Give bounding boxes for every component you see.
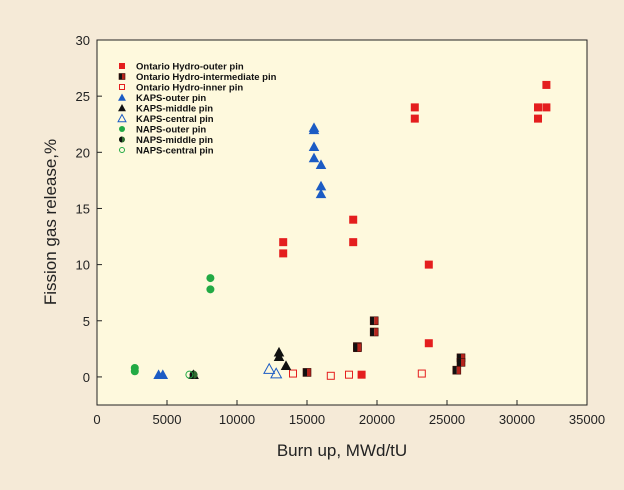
data-point <box>369 316 379 326</box>
legend-label: Ontario Hydro-outer pin <box>136 62 244 73</box>
data-point <box>326 371 335 380</box>
x-axis-title: Burn up, MWd/tU <box>277 441 407 460</box>
data-point <box>315 180 327 191</box>
y-axis-title: Fission gas release,% <box>41 139 60 305</box>
data-point <box>456 358 466 367</box>
x-tick-label: 10000 <box>219 412 255 427</box>
data-point <box>349 215 358 224</box>
data-point <box>302 368 312 377</box>
data-point <box>273 351 285 362</box>
data-point <box>345 370 353 379</box>
x-tick-label: 5000 <box>153 412 182 427</box>
y-tick-label: 30 <box>76 33 90 48</box>
x-tick-label: 20000 <box>359 412 395 427</box>
legend-marker <box>119 126 125 132</box>
data-point <box>424 260 433 269</box>
x-tick-label: 35000 <box>569 412 605 427</box>
axis-ticks <box>96 39 588 405</box>
data-point <box>263 362 276 374</box>
legend-marker <box>117 113 127 123</box>
data-point <box>315 188 327 199</box>
data-point <box>157 369 169 379</box>
legend-marker <box>118 93 126 101</box>
data-point <box>424 339 433 348</box>
y-tick-label: 25 <box>76 89 90 104</box>
data-point <box>452 365 462 375</box>
y-tick-label: 0 <box>83 370 90 385</box>
legend-label: KAPS-central pin <box>136 114 214 125</box>
legend-label: NAPS-middle pin <box>136 135 213 146</box>
data-point <box>315 159 327 169</box>
x-tick-label: 0 <box>93 412 100 427</box>
data-point <box>185 370 194 379</box>
x-tick-label: 25000 <box>429 412 465 427</box>
data-point <box>410 114 419 123</box>
data-point <box>270 367 283 379</box>
data-point <box>357 370 366 379</box>
y-tick-label: 20 <box>76 145 90 160</box>
x-tick-labels: 0 5000 10000 15000 20000 25000 30000 35000 <box>93 412 605 427</box>
y-tick-label: 5 <box>83 314 90 329</box>
y-tick-label: 15 <box>76 201 90 216</box>
legend-label: NAPS-central pin <box>136 146 214 157</box>
legend-label: KAPS-middle pin <box>136 104 213 115</box>
x-tick-label: 15000 <box>289 412 325 427</box>
legend-label: Ontario Hydro-intermediate pin <box>136 72 277 83</box>
data-point <box>308 141 320 152</box>
data-point <box>206 274 215 283</box>
data-point <box>534 114 542 123</box>
data-point <box>542 103 551 112</box>
data-point <box>410 103 419 112</box>
plot-area <box>96 39 588 406</box>
y-tick-labels: 0 5 10 15 20 25 30 <box>76 33 90 385</box>
data-point <box>417 369 426 378</box>
legend-marker <box>119 136 125 143</box>
data-point <box>130 367 139 376</box>
legend-marker <box>119 84 125 90</box>
data-point <box>534 103 542 112</box>
legend-label: NAPS-outer pin <box>136 125 206 136</box>
legend-marker <box>119 63 125 69</box>
data-point <box>349 238 358 247</box>
data-point <box>279 238 288 247</box>
data-point <box>206 285 215 294</box>
legend-marker <box>119 147 125 153</box>
data-point <box>369 327 379 337</box>
data-point <box>353 343 362 353</box>
y-tick-label: 10 <box>76 258 90 273</box>
legend-label: KAPS-outer pin <box>136 93 206 104</box>
data-point <box>280 360 292 371</box>
legend-label: Ontario Hydro-inner pin <box>136 83 243 94</box>
x-tick-label: 30000 <box>499 412 535 427</box>
data-points <box>130 80 551 380</box>
legend-marker <box>118 104 126 112</box>
data-point <box>308 152 320 163</box>
data-point <box>542 80 551 89</box>
legend-marker <box>118 73 126 80</box>
data-point <box>279 249 288 258</box>
data-point <box>308 124 320 135</box>
data-point <box>289 369 297 378</box>
